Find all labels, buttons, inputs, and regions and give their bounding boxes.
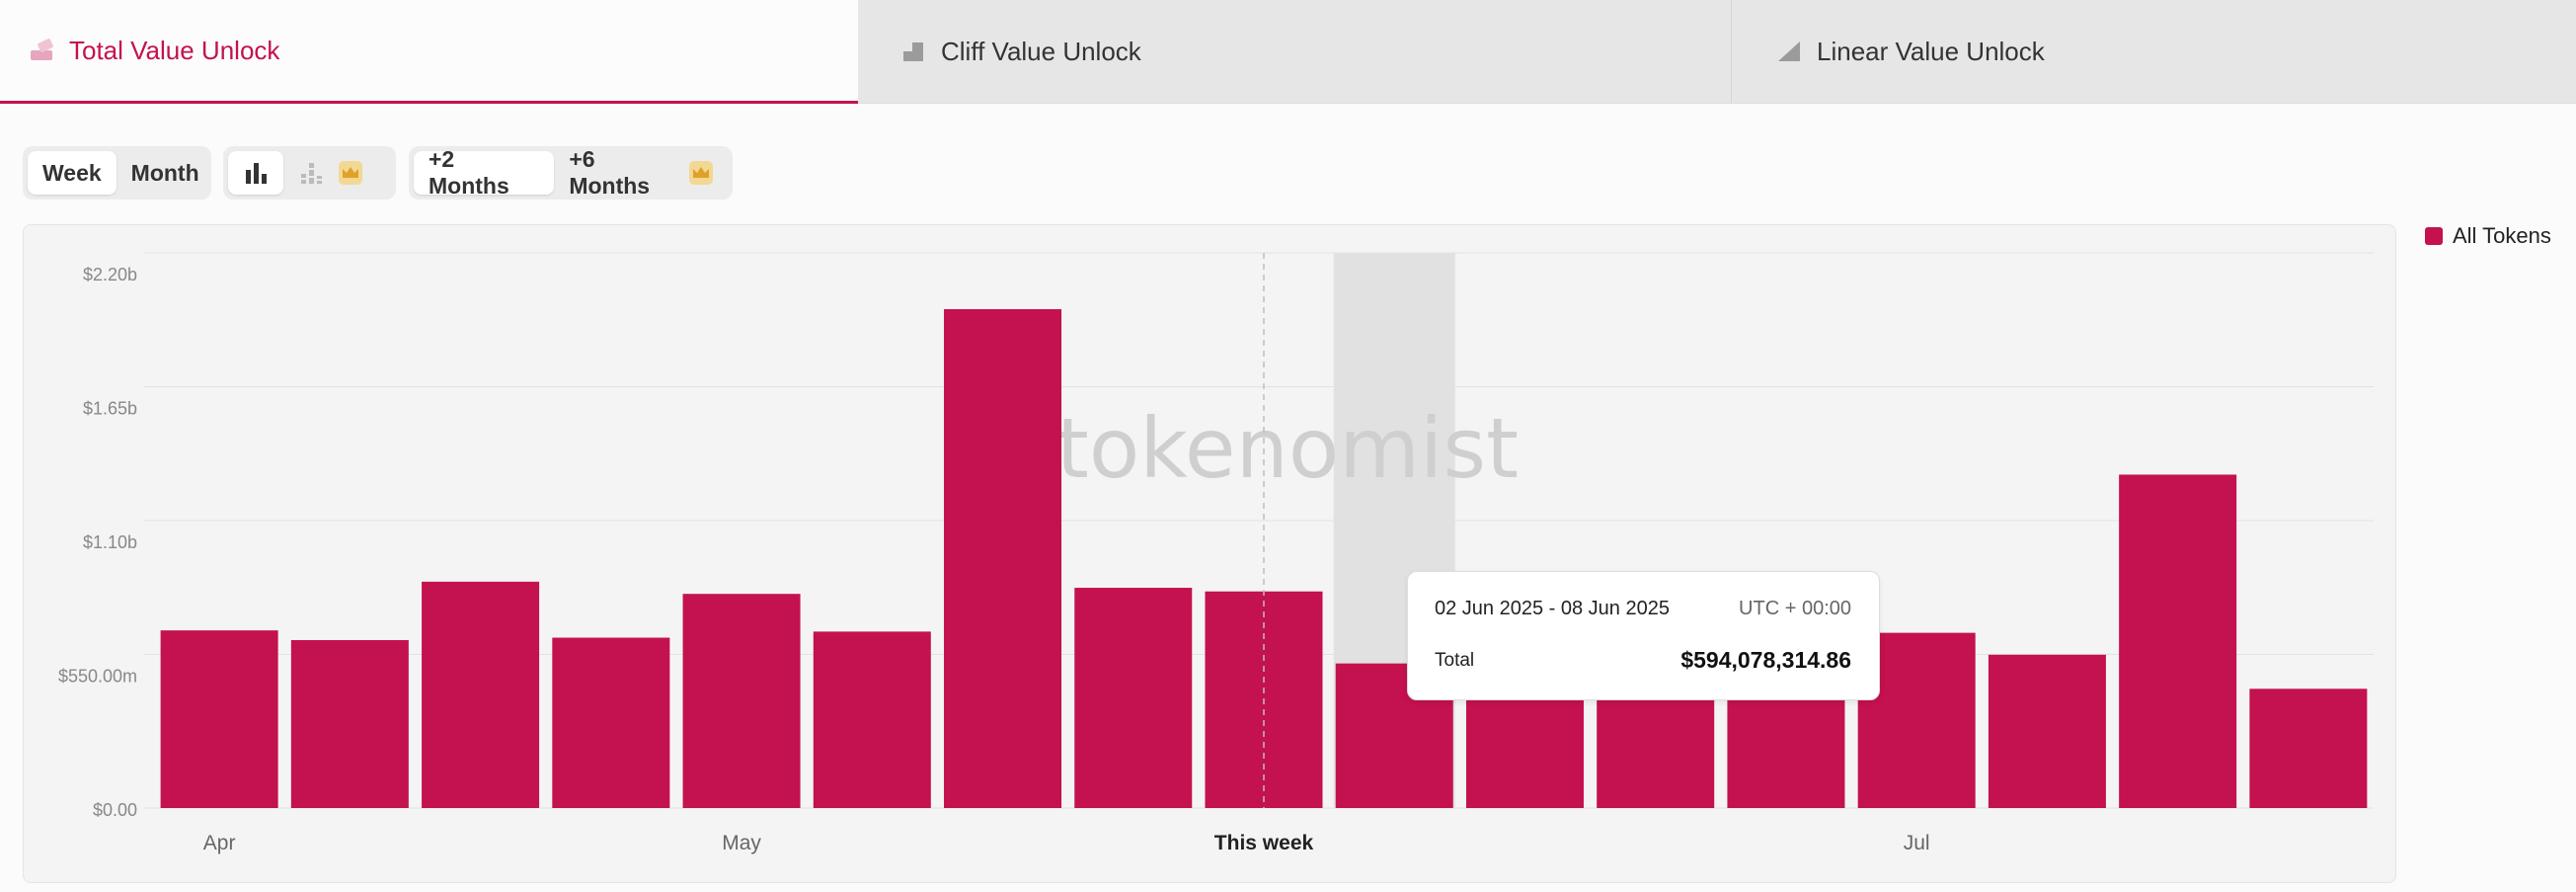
six-months-label: +6 Months [569, 146, 651, 199]
y-tick-label: $1.65b [83, 399, 137, 419]
period-toggle: Week Month [23, 146, 211, 200]
bar-chart-button[interactable] [228, 151, 283, 195]
stacked-chart-icon [301, 163, 322, 184]
legend-label: All Tokens [2453, 223, 2551, 248]
tab-label: Total Value Unlock [69, 35, 280, 65]
tab-label: Linear Value Unlock [1817, 36, 2045, 66]
bar [1074, 588, 1193, 808]
bar [2249, 689, 2368, 808]
watermark: tokenomist [1056, 400, 1519, 497]
chart-type-toggle [223, 146, 396, 200]
total-unlock-icon [28, 37, 55, 64]
month-button[interactable]: Month [130, 159, 199, 186]
crown-icon [339, 161, 362, 185]
x-tick-label: Jul [1904, 832, 1930, 854]
tab-cliff-value-unlock[interactable]: Cliff Value Unlock [858, 0, 1732, 104]
tab-bar: Total Value Unlock Cliff Value Unlock Li… [0, 0, 2576, 105]
bar [682, 594, 801, 808]
y-tick-label: $550.00m [58, 667, 137, 687]
bar [552, 637, 670, 808]
tab-linear-value-unlock[interactable]: Linear Value Unlock [1732, 0, 2576, 104]
x-tick-label: May [722, 832, 761, 854]
x-tick-label: This week [1214, 832, 1314, 854]
cliff-unlock-icon [899, 38, 927, 65]
week-button[interactable]: Week [28, 151, 117, 195]
bar-chart: $0.00 $550.00m $1.10b $1.65b $2.20b tokenomis… [58, 252, 2374, 854]
bar [2119, 474, 2237, 808]
y-tick-label: $2.20b [83, 265, 137, 284]
two-months-button[interactable]: +2 Months [414, 146, 555, 199]
legend-swatch [2425, 227, 2443, 245]
y-tick-label: $1.10b [83, 532, 137, 552]
bar [1988, 654, 2106, 808]
bar [160, 630, 278, 808]
bar-chart-icon [246, 163, 267, 184]
bar [290, 640, 409, 808]
tab-label: Cliff Value Unlock [941, 36, 1141, 66]
tooltip-date-range: 02 Jun 2025 - 08 Jun 2025 [1435, 598, 1670, 619]
tab-total-value-unlock[interactable]: Total Value Unlock [0, 0, 858, 104]
linear-unlock-icon [1775, 38, 1803, 65]
tooltip-label: Total [1435, 650, 1475, 671]
bar [944, 308, 1062, 808]
tooltip-value: $594,078,314.86 [1680, 647, 1851, 673]
six-months-button[interactable]: +6 Months [554, 146, 728, 199]
y-tick-label: $0.00 [93, 800, 137, 820]
stacked-chart-button[interactable] [283, 151, 339, 195]
range-toggle: +2 Months +6 Months [409, 146, 733, 200]
x-tick-label: Apr [203, 832, 236, 854]
chart-tooltip: 02 Jun 2025 - 08 Jun 2025 UTC + 00:00 To… [1407, 571, 1880, 700]
bar [422, 581, 540, 808]
crown-icon [689, 161, 713, 185]
legend[interactable]: All Tokens [2425, 223, 2551, 249]
tooltip-timezone: UTC + 00:00 [1739, 598, 1851, 619]
chart-area: $0.00 $550.00m $1.10b $1.65b $2.20b tokenomis… [23, 224, 2396, 883]
bar [813, 631, 931, 808]
